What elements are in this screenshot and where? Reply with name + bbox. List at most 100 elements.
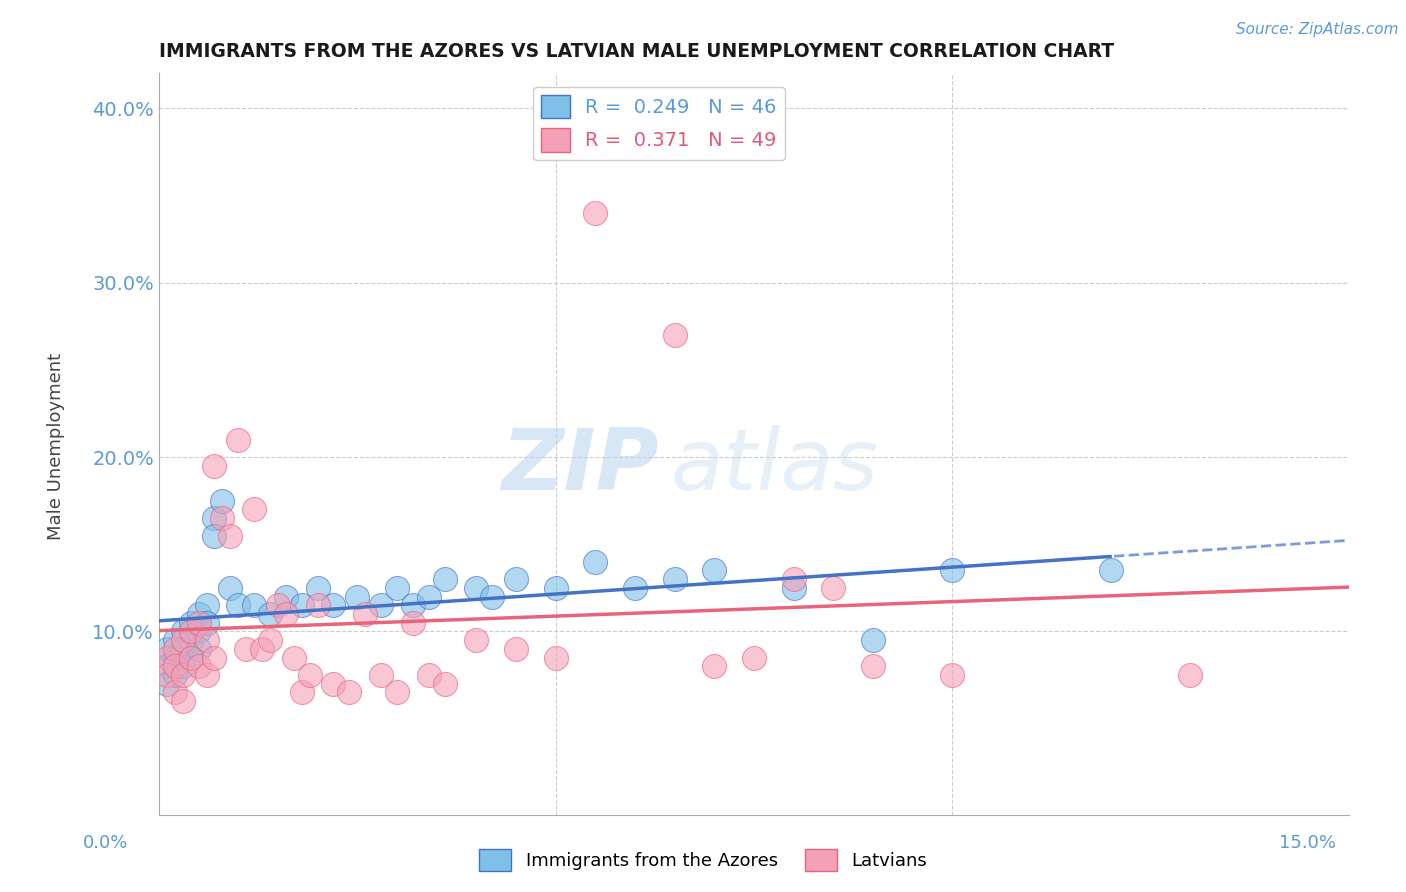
- Point: [250, 641, 273, 656]
- Point: [322, 677, 344, 691]
- Legend: Immigrants from the Azores, Latvians: Immigrants from the Azores, Latvians: [471, 842, 935, 879]
- Point: [782, 572, 804, 586]
- Point: [703, 563, 725, 577]
- Point: [505, 641, 527, 656]
- Point: [226, 433, 249, 447]
- Point: [823, 581, 845, 595]
- Point: [307, 599, 329, 613]
- Point: [1178, 668, 1201, 682]
- Text: ZIP: ZIP: [501, 425, 658, 508]
- Point: [187, 641, 209, 656]
- Legend: R =  0.249   N = 46, R =  0.371   N = 49: R = 0.249 N = 46, R = 0.371 N = 49: [533, 87, 785, 160]
- Point: [291, 599, 314, 613]
- Point: [346, 590, 368, 604]
- Point: [204, 528, 226, 542]
- Point: [156, 668, 179, 682]
- Point: [402, 615, 425, 630]
- Point: [433, 677, 456, 691]
- Point: [204, 458, 226, 473]
- Point: [583, 555, 606, 569]
- Point: [180, 633, 202, 648]
- Point: [235, 641, 257, 656]
- Point: [172, 633, 194, 648]
- Point: [782, 581, 804, 595]
- Point: [433, 572, 456, 586]
- Point: [465, 581, 488, 595]
- Point: [195, 633, 218, 648]
- Text: 15.0%: 15.0%: [1279, 834, 1336, 852]
- Text: 0.0%: 0.0%: [83, 834, 128, 852]
- Point: [703, 659, 725, 673]
- Point: [941, 668, 963, 682]
- Point: [172, 694, 194, 708]
- Point: [187, 624, 209, 639]
- Point: [418, 668, 440, 682]
- Point: [156, 650, 179, 665]
- Point: [180, 624, 202, 639]
- Point: [544, 650, 567, 665]
- Point: [862, 659, 884, 673]
- Point: [354, 607, 377, 621]
- Point: [298, 668, 321, 682]
- Text: Male Unemployment: Male Unemployment: [48, 352, 65, 540]
- Point: [862, 633, 884, 648]
- Point: [219, 581, 242, 595]
- Point: [259, 633, 281, 648]
- Point: [243, 502, 266, 516]
- Point: [941, 563, 963, 577]
- Point: [274, 590, 297, 604]
- Point: [163, 668, 186, 682]
- Point: [180, 650, 202, 665]
- Point: [172, 659, 194, 673]
- Point: [243, 599, 266, 613]
- Point: [385, 685, 408, 699]
- Point: [211, 511, 233, 525]
- Point: [291, 685, 314, 699]
- Point: [544, 581, 567, 595]
- Point: [624, 581, 647, 595]
- Point: [307, 581, 329, 595]
- Point: [163, 659, 186, 673]
- Point: [219, 528, 242, 542]
- Point: [172, 624, 194, 639]
- Text: IMMIGRANTS FROM THE AZORES VS LATVIAN MALE UNEMPLOYMENT CORRELATION CHART: IMMIGRANTS FROM THE AZORES VS LATVIAN MA…: [159, 42, 1114, 61]
- Point: [664, 328, 686, 343]
- Point: [163, 633, 186, 648]
- Point: [259, 607, 281, 621]
- Point: [402, 599, 425, 613]
- Point: [664, 572, 686, 586]
- Point: [195, 615, 218, 630]
- Point: [187, 607, 209, 621]
- Point: [187, 615, 209, 630]
- Point: [370, 599, 392, 613]
- Point: [156, 659, 179, 673]
- Point: [274, 607, 297, 621]
- Point: [163, 650, 186, 665]
- Point: [204, 511, 226, 525]
- Point: [226, 599, 249, 613]
- Point: [211, 493, 233, 508]
- Point: [742, 650, 765, 665]
- Point: [156, 641, 179, 656]
- Point: [156, 677, 179, 691]
- Point: [204, 650, 226, 665]
- Text: atlas: atlas: [671, 425, 879, 508]
- Point: [1099, 563, 1122, 577]
- Point: [180, 615, 202, 630]
- Point: [172, 641, 194, 656]
- Point: [322, 599, 344, 613]
- Point: [187, 659, 209, 673]
- Point: [195, 668, 218, 682]
- Point: [267, 599, 290, 613]
- Point: [195, 599, 218, 613]
- Point: [505, 572, 527, 586]
- Point: [418, 590, 440, 604]
- Point: [163, 641, 186, 656]
- Point: [180, 650, 202, 665]
- Point: [163, 685, 186, 699]
- Point: [337, 685, 360, 699]
- Point: [481, 590, 503, 604]
- Point: [385, 581, 408, 595]
- Point: [370, 668, 392, 682]
- Point: [583, 206, 606, 220]
